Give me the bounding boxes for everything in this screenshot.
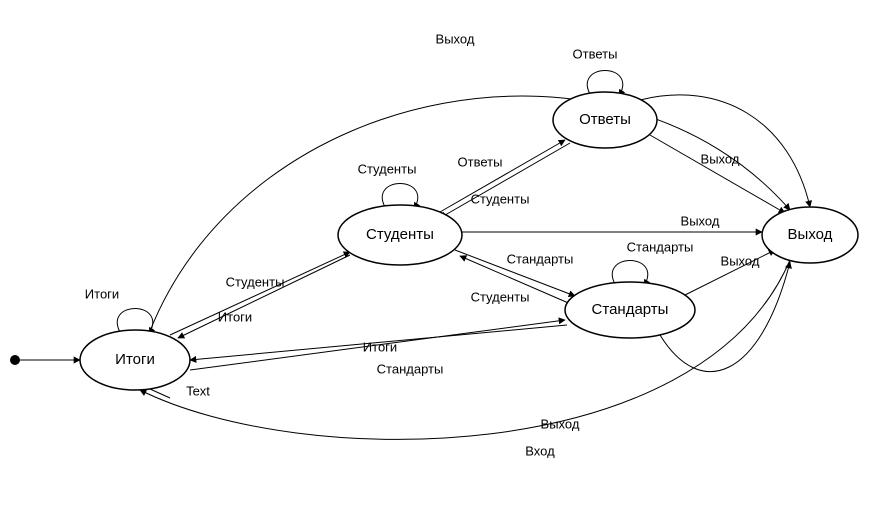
node-label-vyhod: Выход bbox=[788, 226, 833, 243]
edge-label-studenty-otvety: Ответы bbox=[458, 154, 503, 169]
edge-label-standarty-itogi: Итоги bbox=[363, 339, 397, 354]
edge-studenty-itogi bbox=[178, 255, 350, 338]
start-node bbox=[10, 355, 20, 365]
node-label-itogi: Итоги bbox=[115, 351, 155, 368]
selfloop-label-studenty: Студенты bbox=[358, 161, 417, 176]
edge-label-otvety-vyhod: Выход bbox=[701, 151, 740, 166]
edge-label-itogi-vyhod-top: Выход bbox=[436, 31, 475, 46]
selfloop-label-standarty: Стандарты bbox=[627, 239, 694, 254]
selfloop-label-itogi: Итоги bbox=[85, 286, 119, 301]
edge-label-studenty-standarty: Стандарты bbox=[507, 251, 574, 266]
edge-label-standarty-studenty: Студенты bbox=[471, 289, 530, 304]
edge-label-itogi-text: Text bbox=[186, 383, 210, 398]
edge-label-standarty-vyhod: Выход bbox=[721, 253, 760, 268]
edge-label-vyhod-itogi: Вход bbox=[525, 443, 555, 458]
edge-label-itogi-standarty: Стандарты bbox=[377, 361, 444, 376]
node-label-studenty: Студенты bbox=[366, 226, 434, 243]
selfloop-label-otvety: Ответы bbox=[573, 46, 618, 61]
edge-label-standarty-vyhod2: Выход bbox=[541, 416, 580, 431]
node-label-otvety: Ответы bbox=[579, 111, 631, 128]
edge-label-studenty-vyhod: Выход bbox=[681, 213, 720, 228]
edge-label-otvety-studenty: Студенты bbox=[471, 191, 530, 206]
state-diagram: Итоги Студенты Ответы Стандарты Выход Студен… bbox=[0, 0, 896, 506]
node-label-standarty: Стандарты bbox=[592, 301, 669, 318]
edge-label-studenty-itogi: Итоги bbox=[218, 309, 252, 324]
edge-itogi-studenty bbox=[170, 252, 350, 335]
edge-otvety-vyhod bbox=[650, 135, 785, 213]
edge-label-itogi-studenty: Студенты bbox=[226, 274, 285, 289]
